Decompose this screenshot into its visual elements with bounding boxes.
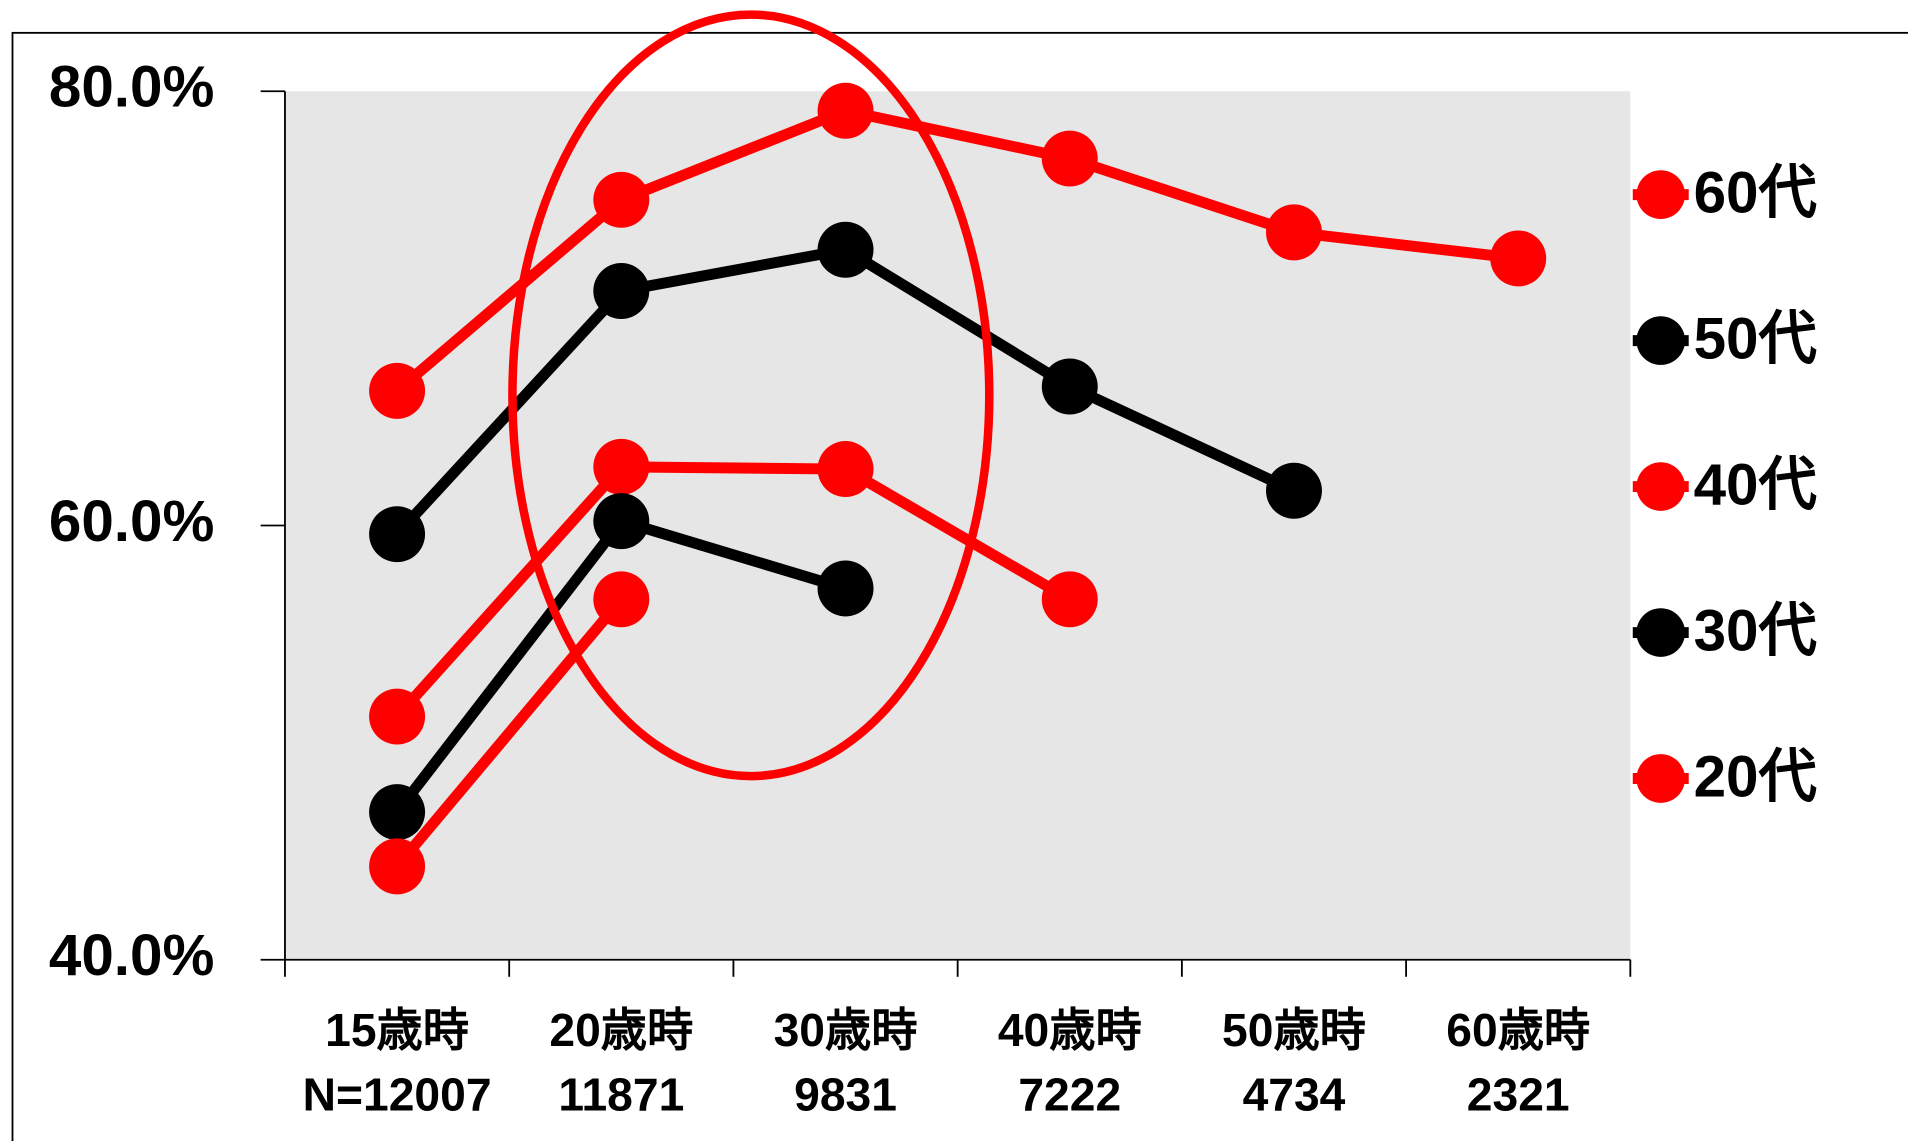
legend-label: 20代	[1694, 744, 1817, 809]
data-point	[1041, 130, 1098, 187]
data-point	[369, 688, 426, 745]
legend-label: 50代	[1694, 306, 1817, 371]
data-point	[369, 506, 426, 563]
data-point	[369, 362, 426, 419]
chart-layer: 40.0% 60.0% 80.0% 15歳時 N=12007 20歳時 11871 30歳時 9…	[49, 55, 1817, 1121]
legend-marker	[1636, 316, 1686, 365]
sample-size-label: N=12007	[303, 1069, 492, 1121]
legend-label: 30代	[1694, 598, 1817, 663]
data-point	[593, 493, 650, 550]
legend-label: 40代	[1694, 452, 1817, 517]
sample-size-label: 9831	[794, 1069, 897, 1121]
y-tick-label: 60.0%	[49, 489, 215, 554]
x-tick-label: 15歳時	[325, 1004, 469, 1056]
legend-marker	[1636, 170, 1686, 219]
data-point	[593, 263, 650, 319]
y-tick-label: 40.0%	[49, 923, 215, 988]
data-point	[369, 784, 426, 841]
legend-label: 60代	[1694, 160, 1817, 225]
data-point	[593, 171, 650, 228]
sample-size-label: 7222	[1018, 1069, 1121, 1121]
highlight-ellipse	[508, 10, 994, 781]
x-tick-label: 40歳時	[998, 1004, 1142, 1056]
legend-marker	[1636, 608, 1686, 657]
series-line	[392, 595, 626, 870]
data-point	[1041, 358, 1098, 415]
x-tick-label: 30歳時	[774, 1004, 918, 1056]
data-point	[817, 441, 874, 498]
data-point	[1266, 204, 1322, 261]
series-line	[393, 105, 1519, 396]
frame	[11, 31, 1908, 1146]
data-point	[593, 438, 650, 495]
legend-marker	[1636, 462, 1686, 511]
data-point	[1266, 462, 1322, 519]
legend-marker	[1636, 754, 1686, 803]
data-point	[1041, 571, 1098, 628]
x-tick-label: 60歳時	[1446, 1004, 1590, 1056]
data-point	[369, 838, 426, 895]
y-tick-label: 80.0%	[49, 55, 215, 120]
plot-area	[284, 91, 1631, 960]
sample-size-label: 4734	[1243, 1069, 1346, 1121]
x-tick-label: 50歳時	[1222, 1004, 1366, 1056]
data-point	[817, 560, 874, 617]
series-line	[393, 461, 1073, 721]
data-point	[817, 82, 874, 139]
sample-size-label: 11871	[558, 1069, 684, 1121]
sample-size-label: 2321	[1467, 1069, 1570, 1121]
data-point	[817, 221, 874, 278]
data-point	[593, 571, 650, 628]
data-point	[1490, 230, 1547, 287]
x-tick-label: 20歳時	[549, 1004, 693, 1056]
